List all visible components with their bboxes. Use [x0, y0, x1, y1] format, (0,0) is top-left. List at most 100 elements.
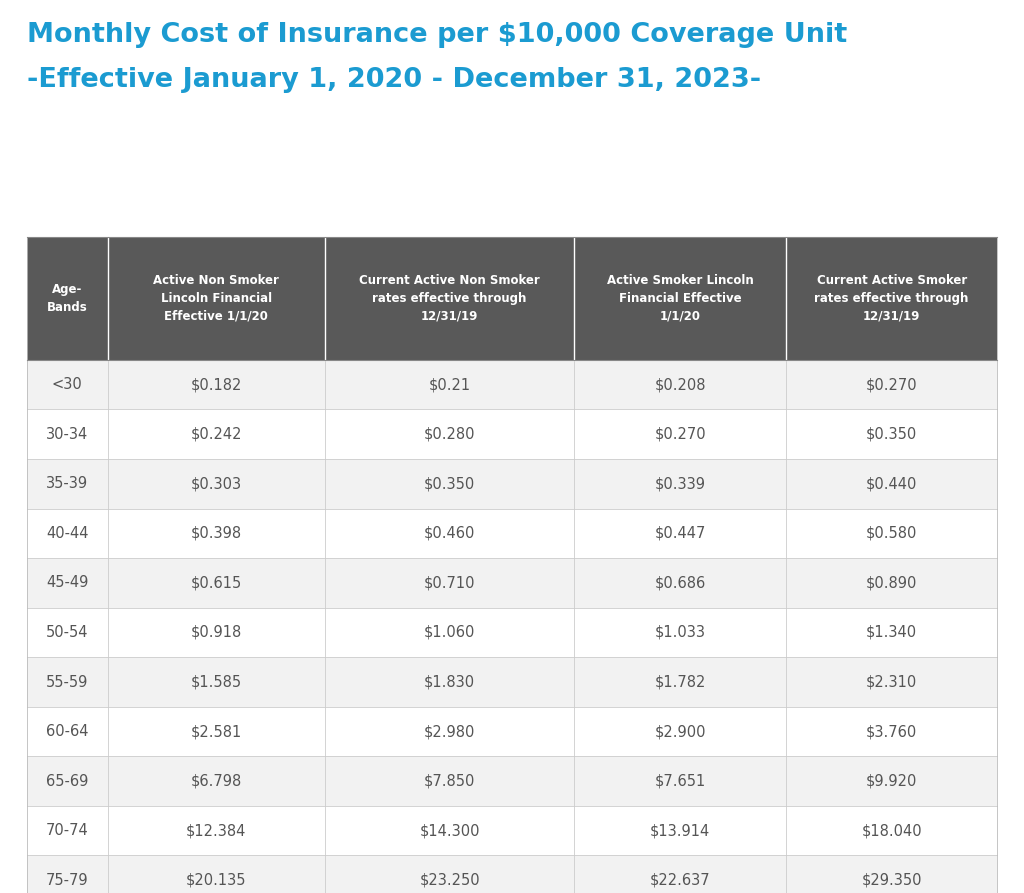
Bar [785, 608, 997, 657]
Text: $22.637: $22.637 [650, 872, 711, 888]
Text: $1.033: $1.033 [654, 625, 706, 640]
Bar [325, 558, 574, 607]
Text: $0.447: $0.447 [654, 526, 706, 541]
Bar [325, 657, 574, 707]
Text: Current Active Smoker
rates effective through
12/31/19: Current Active Smoker rates effective th… [814, 274, 969, 322]
Bar [574, 508, 785, 558]
Bar [574, 608, 785, 657]
Text: Monthly Cost of Insurance per $10,000 Coverage Unit: Monthly Cost of Insurance per $10,000 Co… [27, 22, 847, 48]
Text: $0.350: $0.350 [424, 476, 475, 491]
Bar [108, 855, 325, 893]
Text: $18.040: $18.040 [861, 823, 922, 839]
Text: $12.384: $12.384 [186, 823, 247, 839]
Text: $23.250: $23.250 [419, 872, 480, 888]
Text: $0.270: $0.270 [866, 377, 918, 392]
Text: $0.339: $0.339 [654, 476, 706, 491]
Bar [785, 657, 997, 707]
Bar [325, 756, 574, 806]
Bar [785, 558, 997, 607]
Text: $0.182: $0.182 [190, 377, 242, 392]
Bar [108, 608, 325, 657]
Bar [574, 237, 785, 360]
Bar [574, 657, 785, 707]
Bar [27, 806, 108, 855]
Bar [574, 409, 785, 459]
Bar [785, 237, 997, 360]
Bar [108, 237, 325, 360]
Text: 45-49: 45-49 [46, 575, 88, 590]
Bar [27, 608, 108, 657]
Text: $0.615: $0.615 [190, 575, 242, 590]
Text: 60-64: 60-64 [46, 724, 88, 739]
Text: $13.914: $13.914 [650, 823, 711, 839]
Bar [785, 409, 997, 459]
Bar [325, 608, 574, 657]
Bar [574, 360, 785, 409]
Bar [108, 409, 325, 459]
Text: 35-39: 35-39 [46, 476, 88, 491]
Bar [325, 806, 574, 855]
Bar [785, 756, 997, 806]
Text: $0.350: $0.350 [866, 427, 918, 442]
Bar [27, 558, 108, 607]
Bar [108, 657, 325, 707]
Bar [108, 806, 325, 855]
Text: 75-79: 75-79 [46, 872, 88, 888]
Bar [325, 508, 574, 558]
Text: $0.580: $0.580 [866, 526, 918, 541]
Text: $1.340: $1.340 [866, 625, 918, 640]
Bar [27, 459, 108, 509]
Text: $7.850: $7.850 [424, 773, 475, 789]
Bar [325, 237, 574, 360]
Text: $29.350: $29.350 [861, 872, 922, 888]
Text: $0.270: $0.270 [654, 427, 706, 442]
Bar [108, 508, 325, 558]
Bar [27, 237, 108, 360]
Bar [27, 360, 108, 409]
Text: Active Non Smoker
Lincoln Financial
Effective 1/1/20: Active Non Smoker Lincoln Financial Effe… [154, 274, 280, 322]
Bar [325, 707, 574, 756]
Text: $3.760: $3.760 [866, 724, 918, 739]
Bar [574, 558, 785, 607]
Text: $2.581: $2.581 [190, 724, 242, 739]
Bar [325, 459, 574, 509]
Text: $7.651: $7.651 [654, 773, 706, 789]
Text: $0.918: $0.918 [190, 625, 242, 640]
Bar [27, 756, 108, 806]
Text: $20.135: $20.135 [186, 872, 247, 888]
Text: $1.060: $1.060 [424, 625, 475, 640]
Text: $0.280: $0.280 [424, 427, 475, 442]
Text: $2.900: $2.900 [654, 724, 706, 739]
Text: $1.830: $1.830 [424, 674, 475, 689]
Bar [785, 806, 997, 855]
Bar [108, 360, 325, 409]
Text: $0.710: $0.710 [424, 575, 475, 590]
Bar [27, 707, 108, 756]
Text: $0.686: $0.686 [654, 575, 706, 590]
Bar [27, 855, 108, 893]
Text: $0.242: $0.242 [190, 427, 242, 442]
Text: $0.21: $0.21 [428, 377, 471, 392]
Text: $0.460: $0.460 [424, 526, 475, 541]
Text: -Effective January 1, 2020 - December 31, 2023-: -Effective January 1, 2020 - December 31… [27, 67, 761, 93]
Text: $0.303: $0.303 [190, 476, 242, 491]
Text: $1.782: $1.782 [654, 674, 706, 689]
Text: 40-44: 40-44 [46, 526, 88, 541]
Text: Current Active Non Smoker
rates effective through
12/31/19: Current Active Non Smoker rates effectiv… [359, 274, 540, 322]
Text: Age-
Bands: Age- Bands [47, 283, 87, 313]
Text: 30-34: 30-34 [46, 427, 88, 442]
Text: $2.980: $2.980 [424, 724, 475, 739]
Bar [108, 558, 325, 607]
Text: $14.300: $14.300 [420, 823, 480, 839]
Bar [325, 409, 574, 459]
Bar [785, 360, 997, 409]
Bar [27, 409, 108, 459]
Bar [785, 707, 997, 756]
Bar [785, 855, 997, 893]
Bar [574, 806, 785, 855]
Text: $0.890: $0.890 [866, 575, 918, 590]
Bar [108, 459, 325, 509]
Bar [27, 508, 108, 558]
Bar [325, 855, 574, 893]
Text: $1.585: $1.585 [190, 674, 242, 689]
